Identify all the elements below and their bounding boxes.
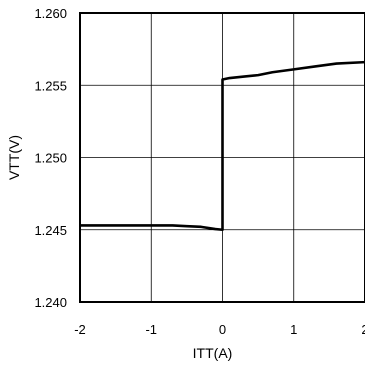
x-axis-label: ITT(A) [193,345,233,361]
x-tick-label: 2 [361,322,365,337]
y-tick-label: 1.240 [34,295,67,310]
x-tick-label: 1 [290,322,297,337]
x-tick-label: -2 [74,322,86,337]
x-tick-labels: -2 -1 0 1 2 [74,322,365,337]
y-tick-labels: 1.240 1.245 1.250 1.255 1.260 [34,6,67,310]
x-tick-label: -1 [145,322,157,337]
y-tick-label: 1.260 [34,6,67,21]
y-axis-label: VTT(V) [6,135,22,180]
y-tick-label: 1.255 [34,78,67,93]
x-tick-label: 0 [219,322,226,337]
y-tick-label: 1.245 [34,223,67,238]
y-tick-label: 1.250 [34,151,67,166]
series-line [80,60,365,232]
series-layer [80,60,365,232]
plot-frame [79,12,365,303]
